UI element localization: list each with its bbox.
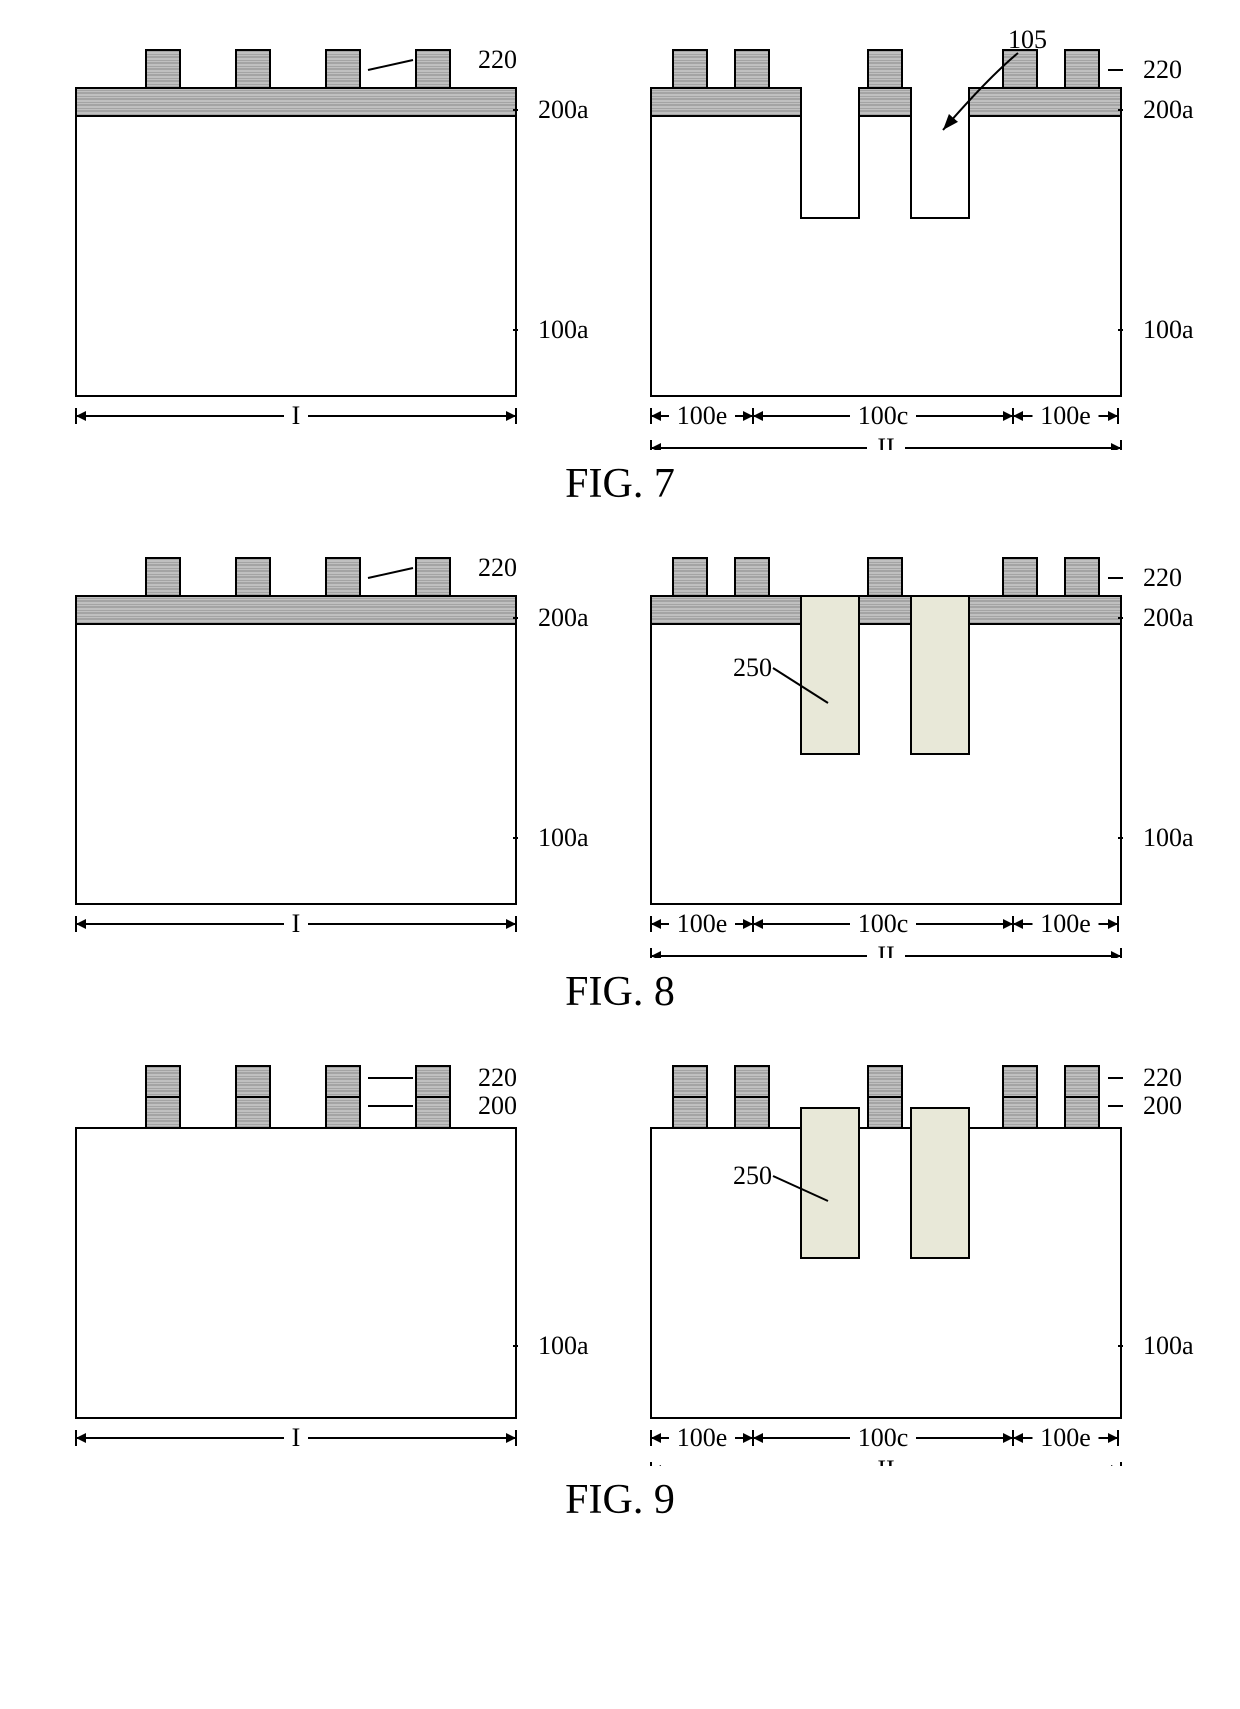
svg-text:220: 220 bbox=[478, 553, 517, 582]
figure-group: 220 200a 100a I 105 220 200a 100a 100e 100c 100e II… bbox=[40, 30, 1200, 508]
svg-text:100e: 100e bbox=[1040, 1423, 1091, 1452]
svg-text:100c: 100c bbox=[857, 401, 908, 430]
panel: 220200a250100a100e100c100eII bbox=[633, 538, 1183, 958]
figure-row: 220200100aI220200250100a100e100c100eII bbox=[40, 1046, 1200, 1466]
figure-caption: FIG. 8 bbox=[40, 968, 1200, 1016]
svg-text:220: 220 bbox=[478, 45, 517, 74]
svg-text:I: I bbox=[291, 401, 300, 430]
svg-text:200a: 200a bbox=[1143, 603, 1194, 632]
svg-text:200: 200 bbox=[478, 1091, 517, 1120]
svg-text:200a: 200a bbox=[1143, 95, 1194, 124]
svg-text:220: 220 bbox=[1143, 55, 1182, 84]
svg-text:II: II bbox=[877, 941, 894, 958]
svg-text:100a: 100a bbox=[1143, 315, 1194, 344]
figure-row: 220 200a 100a I 220 200a 250 100a 100e 100c 100e II bbox=[40, 538, 1200, 958]
svg-text:100e: 100e bbox=[676, 401, 727, 430]
diagram-panel: 220 200a 100a I bbox=[58, 30, 608, 450]
figure-row: 220 200a 100a I 105 220 200a 100a 100e 100c 100e II bbox=[40, 30, 1200, 450]
panel: 105220200a100a100e100c100eII bbox=[633, 30, 1183, 450]
svg-text:II: II bbox=[877, 1455, 894, 1466]
figure-group: 220 200a 100a I 220 200a 250 100a 100e 100c 100e II… bbox=[40, 538, 1200, 1016]
panel: 220 200a 100a I bbox=[58, 30, 608, 450]
diagram-panel: 220 200a 100a I bbox=[58, 538, 608, 958]
panel: 220 200a 100a I bbox=[58, 538, 608, 958]
diagram-panel: 220200 100a I bbox=[58, 1046, 608, 1466]
svg-text:100a: 100a bbox=[1143, 823, 1194, 852]
svg-text:100a: 100a bbox=[538, 315, 589, 344]
svg-text:100e: 100e bbox=[1040, 401, 1091, 430]
svg-text:105: 105 bbox=[1008, 30, 1047, 54]
svg-text:100a: 100a bbox=[538, 823, 589, 852]
figure-caption: FIG. 7 bbox=[40, 460, 1200, 508]
svg-text:100e: 100e bbox=[676, 1423, 727, 1452]
panel: 220200250100a100e100c100eII bbox=[633, 1046, 1183, 1466]
svg-text:100e: 100e bbox=[676, 909, 727, 938]
svg-text:100c: 100c bbox=[857, 1423, 908, 1452]
svg-text:I: I bbox=[291, 909, 300, 938]
panel: 220200 100a I bbox=[58, 1046, 608, 1466]
svg-text:II: II bbox=[877, 433, 894, 450]
svg-text:250: 250 bbox=[733, 653, 772, 682]
svg-text:220: 220 bbox=[1143, 1063, 1182, 1092]
svg-text:100e: 100e bbox=[1040, 909, 1091, 938]
svg-text:220: 220 bbox=[478, 1063, 517, 1092]
svg-text:220: 220 bbox=[1143, 563, 1182, 592]
svg-text:250: 250 bbox=[733, 1161, 772, 1190]
figure-group: 220200100aI220200250100a100e100c100eIIFI… bbox=[40, 1046, 1200, 1524]
svg-text:100a: 100a bbox=[1143, 1331, 1194, 1360]
svg-text:200a: 200a bbox=[538, 95, 589, 124]
svg-text:I: I bbox=[291, 1423, 300, 1452]
diagram-panel: 105 220 200a 100a 100e 100c 100e II bbox=[633, 30, 1218, 450]
svg-text:100a: 100a bbox=[538, 1331, 589, 1360]
svg-text:100c: 100c bbox=[857, 909, 908, 938]
svg-text:200a: 200a bbox=[538, 603, 589, 632]
diagram-panel: 220200 250 100a 100e 100c 100e II bbox=[633, 1046, 1218, 1466]
diagram-panel: 220 200a 250 100a 100e 100c 100e II bbox=[633, 538, 1218, 958]
svg-text:200: 200 bbox=[1143, 1091, 1182, 1120]
figure-caption: FIG. 9 bbox=[40, 1476, 1200, 1524]
